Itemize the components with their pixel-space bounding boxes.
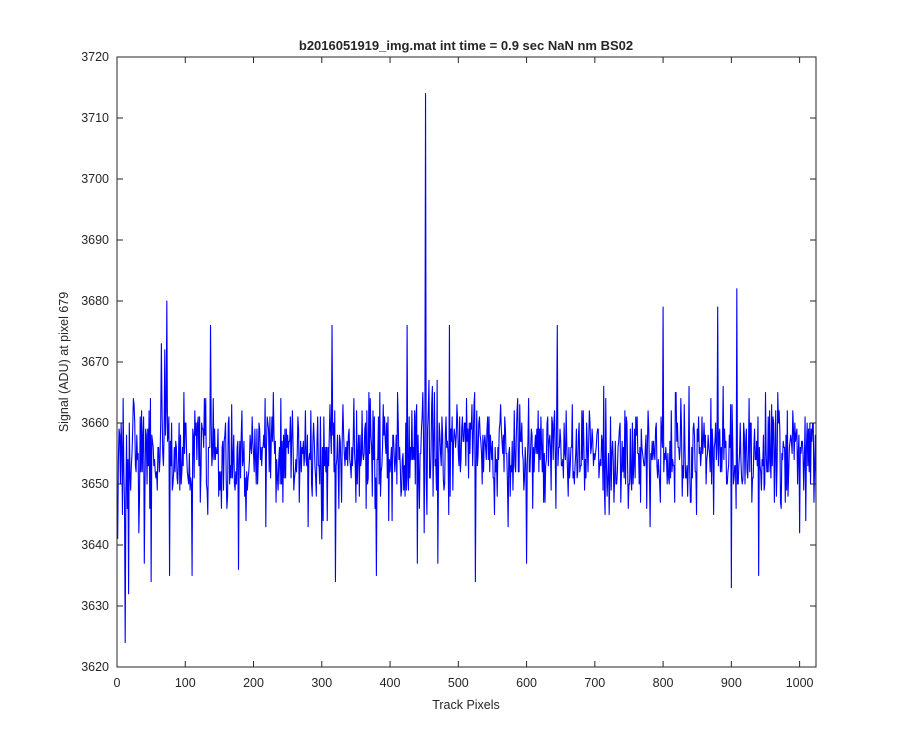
plot-area-frame (116, 56, 817, 668)
plot-area-background (117, 57, 816, 667)
x-tick-label: 900 (721, 676, 742, 690)
x-tick-label: 300 (311, 676, 332, 690)
x-tick-label: 800 (653, 676, 674, 690)
x-tick-label: 200 (243, 676, 264, 690)
signal-series-line (117, 93, 817, 644)
x-tick-label: 700 (584, 676, 605, 690)
y-tick-label: 3650 (81, 477, 109, 491)
y-tick-label: 3670 (81, 355, 109, 369)
x-tick-label: 500 (448, 676, 469, 690)
x-tick-label: 400 (380, 676, 401, 690)
y-tick-label: 3660 (81, 416, 109, 430)
x-axis-ticks: 0 100 200 300 400 500 600 700 800 900 1000 (114, 57, 814, 690)
y-tick-label: 3680 (81, 294, 109, 308)
y-tick-label: 3630 (81, 599, 109, 613)
x-tick-label: 600 (516, 676, 537, 690)
x-tick-label: 1000 (786, 676, 814, 690)
y-tick-label: 3700 (81, 172, 109, 186)
x-tick-label: 100 (175, 676, 196, 690)
series-layer (117, 93, 817, 644)
y-tick-label: 3720 (81, 50, 109, 64)
y-axis-ticks: 3620 3630 3640 3650 3660 3670 3680 3690 3700 3710… (81, 50, 816, 674)
chart-title: b2016051919_img.mat int time = 0.9 sec N… (299, 38, 633, 53)
y-tick-label: 3640 (81, 538, 109, 552)
x-tick-label: 0 (114, 676, 121, 690)
y-tick-label: 3690 (81, 233, 109, 247)
y-tick-label: 3620 (81, 660, 109, 674)
x-axis-label: Track Pixels (432, 698, 500, 712)
y-tick-label: 3710 (81, 111, 109, 125)
y-axis-label: Signal (ADU) at pixel 679 (57, 292, 71, 432)
